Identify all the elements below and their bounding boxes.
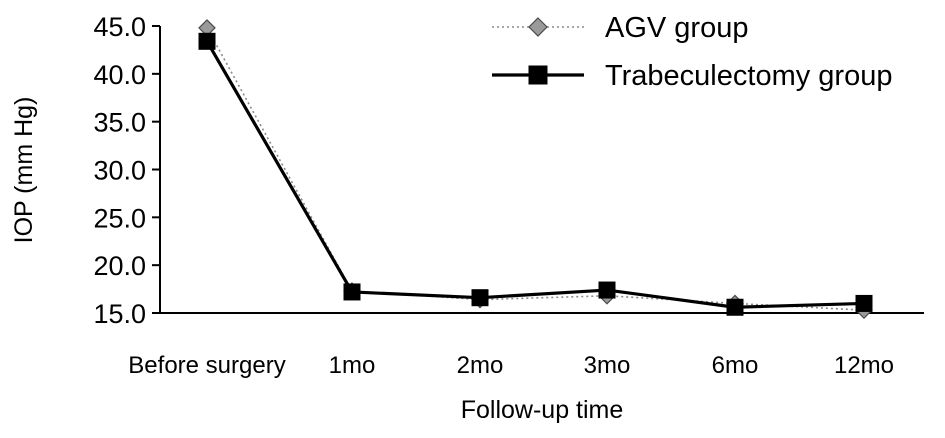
legend-square-marker	[528, 65, 548, 85]
y-ticks: 15.0 20.0 25.0 30.0 35.0 40.0 45.0	[93, 12, 160, 329]
x-tick-label: 3mo	[584, 352, 631, 379]
trabeculectomy-point	[471, 289, 489, 307]
x-axis-title: Follow-up time	[461, 396, 624, 424]
series-layer	[198, 19, 873, 319]
y-tick-label: 35.0	[93, 108, 146, 138]
x-tick-label: 1mo	[329, 352, 376, 379]
y-tick-label: 15.0	[93, 299, 146, 329]
trabeculectomy-point	[598, 281, 616, 299]
y-tick-label: 20.0	[93, 251, 146, 281]
y-axis-title: IOP (mm Hg)	[10, 97, 38, 244]
trabeculectomy-point	[855, 294, 873, 312]
x-tick-label: 12mo	[834, 352, 894, 379]
x-ticks: Before surgery 1mo 2mo 3mo 6mo 12mo	[128, 352, 894, 379]
x-tick-label: 2mo	[457, 352, 504, 379]
trabeculectomy-point	[726, 298, 744, 316]
x-tick-label: Before surgery	[128, 352, 285, 379]
legend: AGV group Trabeculectomy group	[492, 12, 892, 92]
x-tick-label: 6mo	[712, 352, 759, 379]
legend-label: Trabeculectomy group	[605, 60, 892, 92]
series-line-trabeculectomy	[205, 40, 865, 309]
y-tick-label: 30.0	[93, 156, 146, 186]
y-tick-label: 40.0	[93, 60, 146, 90]
legend-diamond-marker	[528, 17, 548, 37]
y-tick-label: 45.0	[93, 12, 146, 42]
trabeculectomy-point	[198, 32, 216, 50]
legend-label: AGV group	[605, 12, 748, 44]
trabeculectomy-point	[343, 283, 361, 301]
y-tick-label: 25.0	[93, 203, 146, 233]
